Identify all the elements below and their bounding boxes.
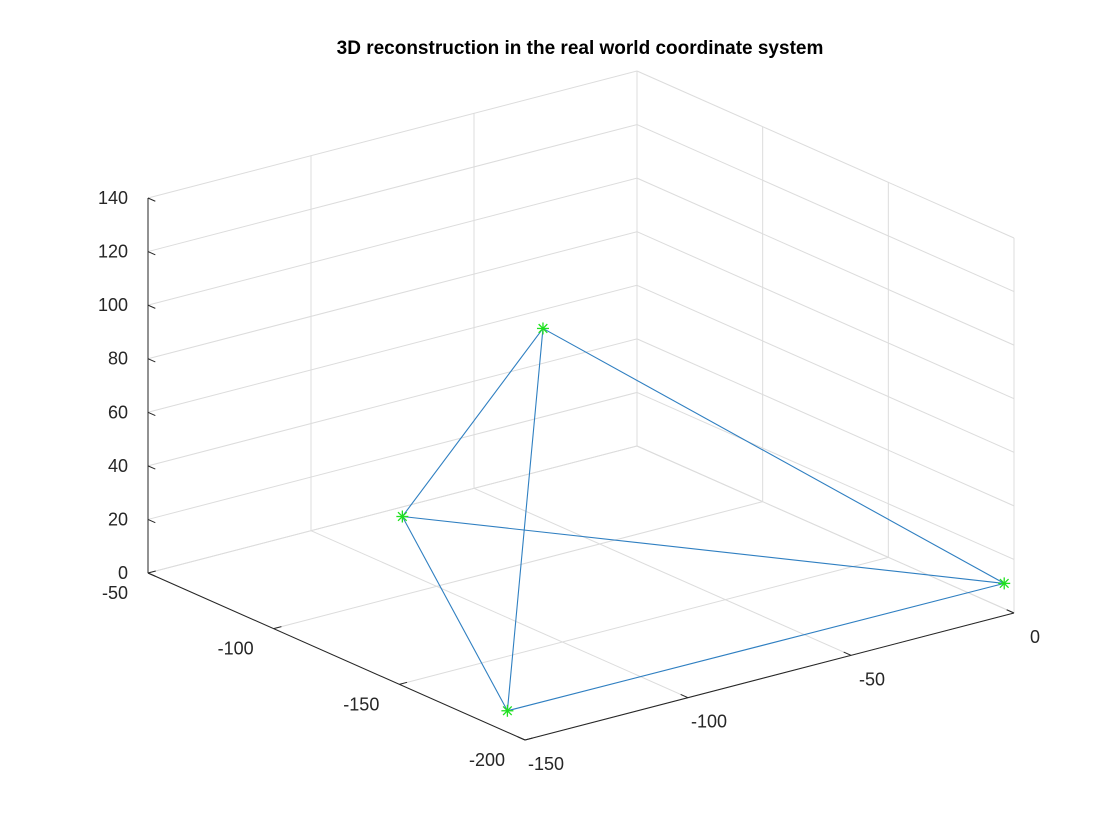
x-tick-label: -100 bbox=[691, 712, 727, 732]
x-tick-label: -150 bbox=[528, 754, 564, 774]
point-marker bbox=[998, 577, 1011, 590]
z-tick-mark bbox=[147, 411, 156, 416]
z-tick-label: 0 bbox=[118, 563, 128, 583]
floor-grid-line-y bbox=[273, 501, 763, 630]
y-tick-label: -200 bbox=[469, 750, 505, 770]
z-tick-mark bbox=[147, 251, 156, 256]
z-tick-mark bbox=[147, 518, 156, 524]
left-wall-grid-line-z bbox=[147, 70, 638, 199]
floor-grid-line-x bbox=[310, 530, 689, 699]
axis-layer bbox=[147, 197, 1015, 741]
left-wall-grid-line-z bbox=[147, 124, 638, 253]
x-tick-label: 0 bbox=[1030, 627, 1040, 647]
z-tick-label: 100 bbox=[98, 295, 128, 315]
left-wall-grid-line-z bbox=[147, 338, 638, 467]
y-tick-label: -50 bbox=[102, 583, 128, 603]
right-wall-grid-line-z bbox=[636, 391, 1015, 560]
y-axis-line bbox=[147, 572, 526, 741]
z-tick-mark bbox=[147, 197, 156, 202]
floor-grid-line-y bbox=[399, 556, 889, 685]
point-marker bbox=[501, 704, 514, 717]
z-tick-mark bbox=[147, 304, 156, 309]
edge-line bbox=[507, 582, 1005, 712]
x-tick-label: -50 bbox=[859, 669, 885, 689]
left-wall-grid-line-z bbox=[147, 231, 638, 360]
y-tick-label: -100 bbox=[218, 639, 254, 659]
point-marker bbox=[396, 510, 409, 523]
z-tick-mark bbox=[147, 358, 156, 363]
right-wall-grid-line-z bbox=[636, 70, 1015, 239]
y-tick-label: -150 bbox=[343, 694, 379, 714]
right-wall-grid-line-z bbox=[636, 338, 1015, 507]
z-tick-mark bbox=[147, 465, 156, 470]
left-wall-grid-line-z bbox=[147, 284, 638, 413]
edge-line bbox=[401, 516, 508, 712]
edge-layer bbox=[401, 327, 1005, 712]
x-tick-mark bbox=[680, 693, 689, 699]
x-tick-mark bbox=[843, 651, 852, 656]
tick-label-layer: 0 20 40 60 80 100 120 140 -200 -150 -100 -50 -150 -10… bbox=[98, 188, 1040, 774]
z-tick-label: 140 bbox=[98, 188, 128, 208]
right-wall-grid-line-z bbox=[636, 284, 1015, 453]
z-tick-mark bbox=[147, 572, 156, 577]
point-marker bbox=[536, 322, 549, 335]
z-tick-label: 60 bbox=[108, 402, 128, 422]
chart-title: 3D reconstruction in the real world coor… bbox=[337, 38, 824, 59]
y-tick-mark bbox=[524, 737, 533, 741]
edge-line bbox=[542, 327, 1005, 584]
left-wall-grid-line-z bbox=[147, 445, 638, 574]
marker-layer bbox=[396, 322, 1011, 717]
right-wall-grid-line-z bbox=[636, 231, 1015, 400]
z-tick-label: 40 bbox=[108, 456, 128, 476]
y-tick-mark bbox=[399, 681, 408, 685]
grid-layer bbox=[147, 70, 1015, 741]
right-wall-grid-line-z bbox=[636, 445, 1015, 614]
edge-line bbox=[402, 515, 1005, 584]
left-wall-grid-line-z bbox=[147, 177, 638, 306]
z-tick-label: 80 bbox=[108, 349, 128, 369]
x-tick-mark bbox=[517, 736, 526, 741]
x-tick-mark bbox=[1006, 609, 1015, 614]
x-axis-line bbox=[524, 612, 1015, 741]
edge-line bbox=[506, 328, 544, 711]
y-tick-mark bbox=[273, 626, 282, 630]
y-tick-mark bbox=[147, 570, 156, 574]
z-tick-label: 20 bbox=[108, 509, 128, 529]
right-wall-grid-line-z bbox=[636, 177, 1015, 346]
floor-grid-line-x bbox=[473, 487, 852, 656]
z-tick-label: 120 bbox=[98, 242, 128, 262]
edge-line bbox=[401, 328, 544, 517]
left-wall-grid-line-z bbox=[147, 391, 638, 520]
right-wall-grid-line-z bbox=[636, 124, 1015, 293]
